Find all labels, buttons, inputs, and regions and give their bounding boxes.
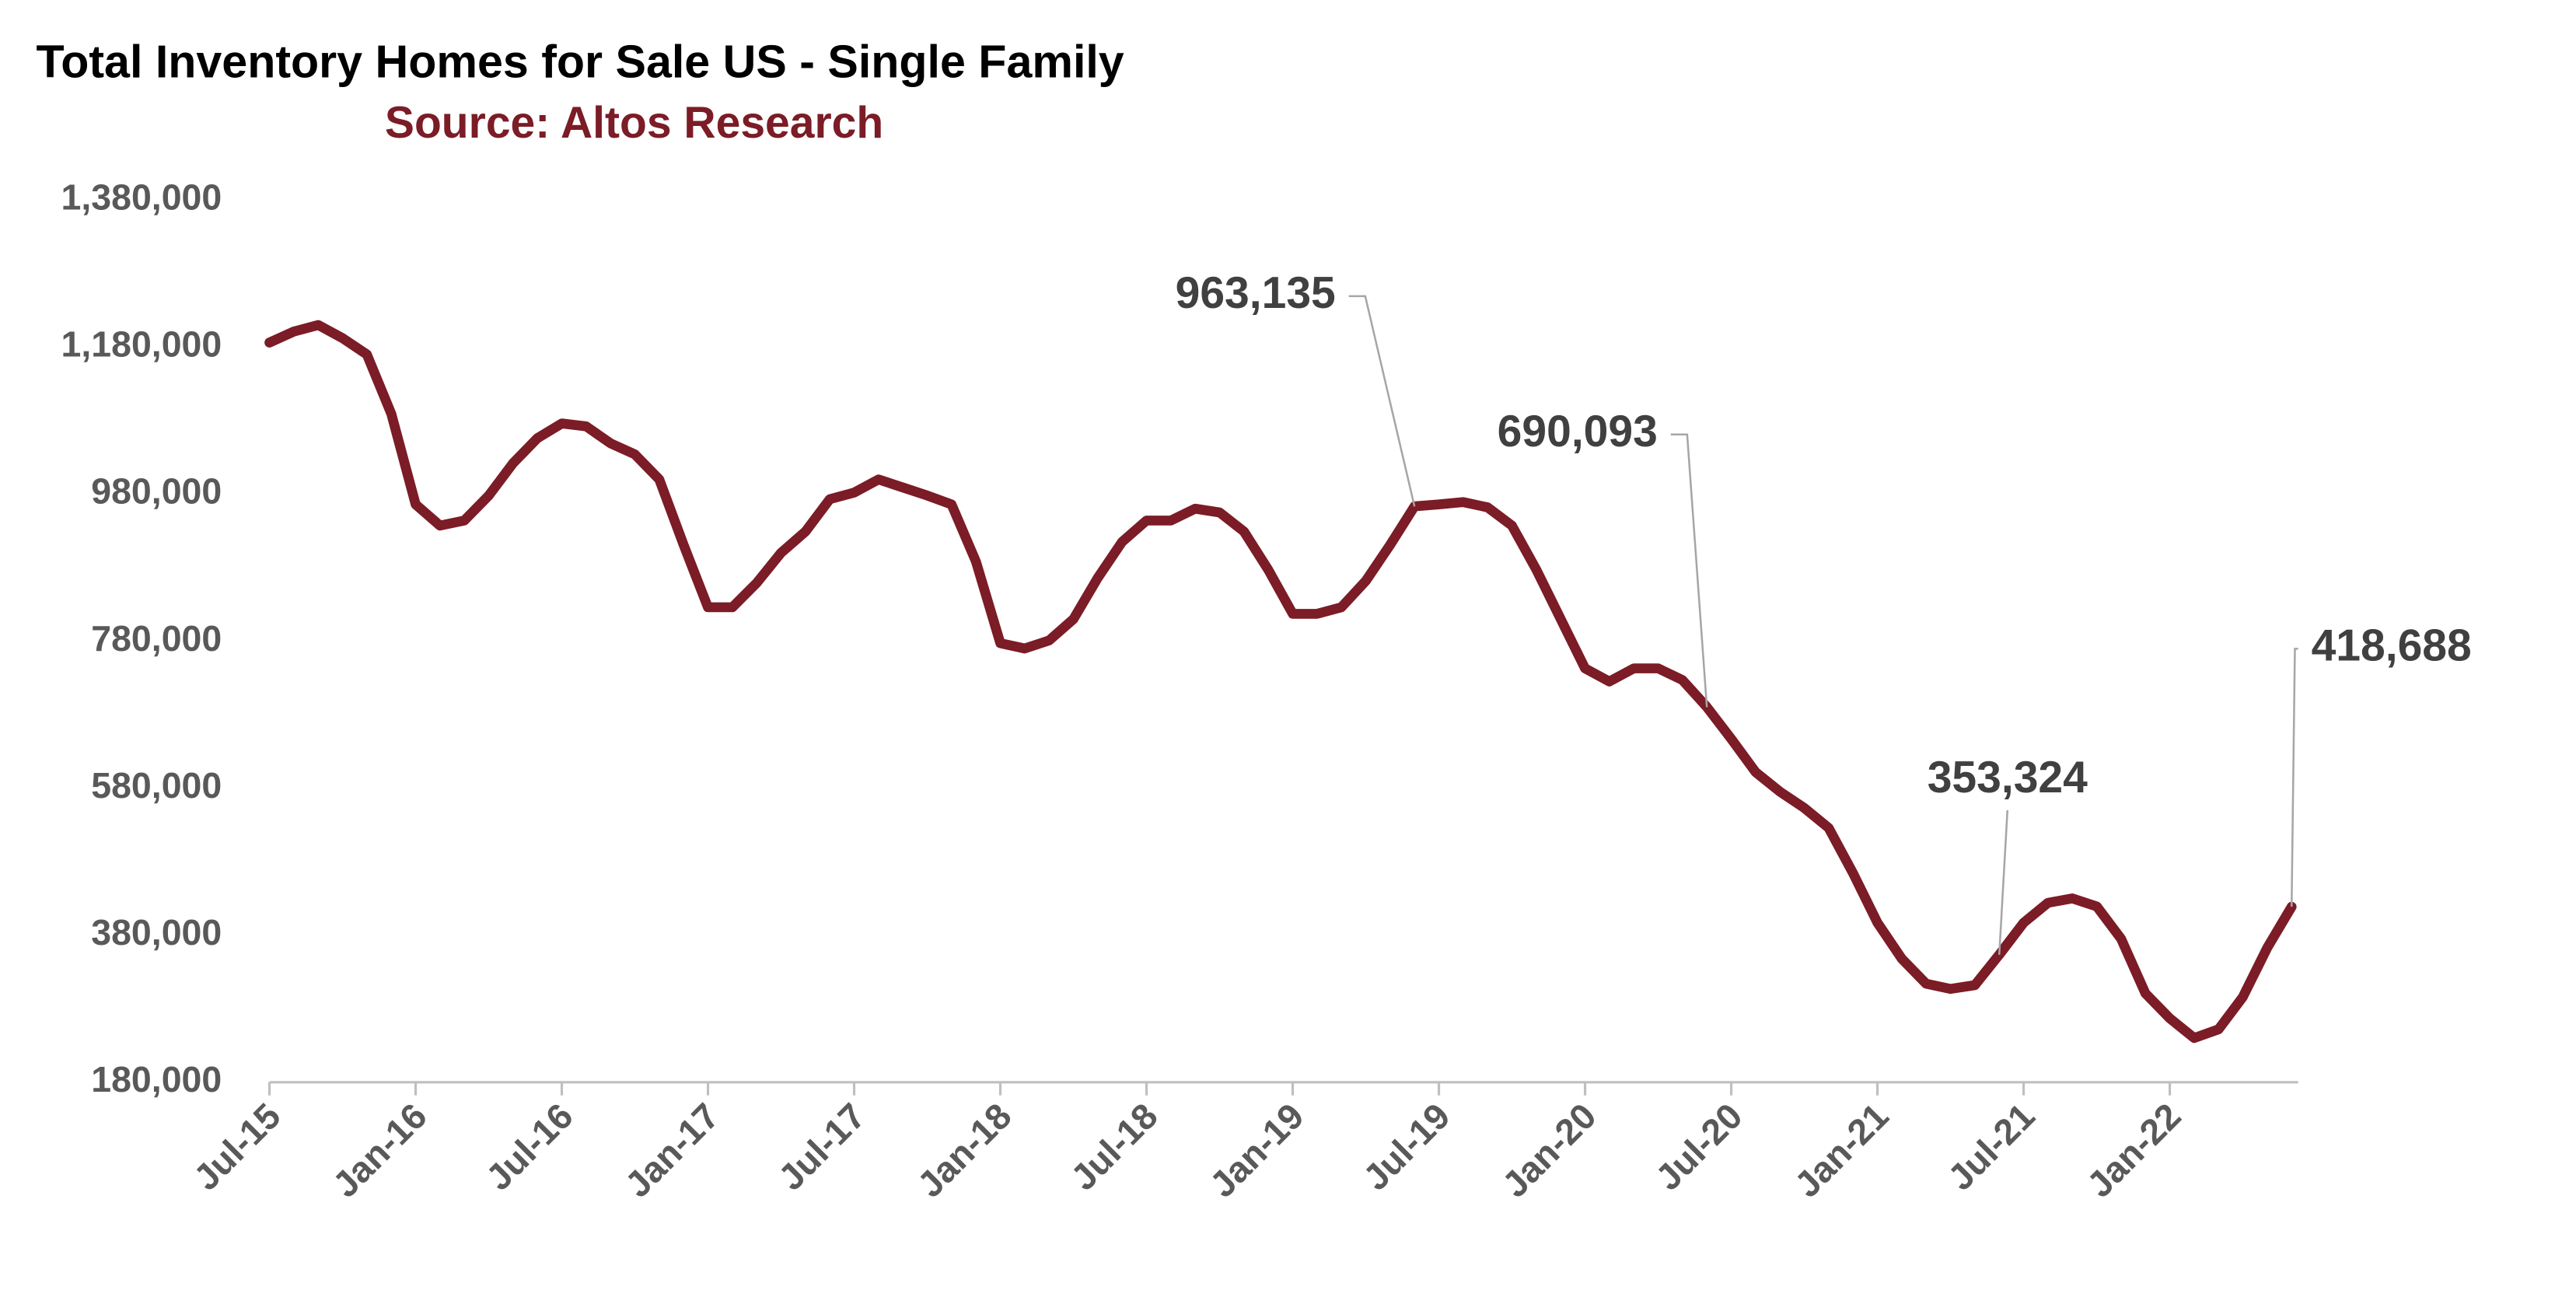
- y-tick-label: 180,000: [91, 1059, 222, 1099]
- x-tick-label: Jul-20: [1648, 1096, 1750, 1198]
- data-label: 418,688: [2312, 621, 2472, 670]
- y-tick-label: 780,000: [91, 618, 222, 659]
- x-tick-label: Jul-19: [1355, 1096, 1458, 1198]
- x-tick-label: Jan-18: [910, 1096, 1019, 1205]
- data-label: 963,135: [1176, 268, 1336, 318]
- x-tick-label: Jul-18: [1063, 1096, 1166, 1198]
- chart-subtitle: Source: Altos Research: [385, 98, 883, 148]
- x-tick-label: Jul-15: [186, 1096, 288, 1198]
- data-line: [264, 320, 2297, 1044]
- leader-line: [1998, 809, 2009, 955]
- x-tick-label: Jan-21: [1787, 1096, 1896, 1205]
- x-tick-label: Jul-17: [771, 1096, 873, 1198]
- x-tick-label: Jul-16: [478, 1096, 581, 1198]
- x-tick-label: Jan-17: [617, 1096, 727, 1205]
- leader-line: [1670, 433, 1708, 708]
- chart-title: Total Inventory Homes for Sale US - Sing…: [36, 36, 1124, 88]
- y-tick-label: 580,000: [91, 765, 222, 806]
- leader-line: [1348, 295, 1416, 507]
- y-tick-label: 1,380,000: [61, 177, 222, 217]
- y-tick-label: 1,180,000: [61, 324, 222, 365]
- leader-line: [2290, 648, 2298, 907]
- x-tick-label: Jan-19: [1202, 1096, 1312, 1205]
- x-tick-label: Jan-20: [1494, 1096, 1604, 1205]
- x-tick-label: Jan-22: [2079, 1096, 2189, 1205]
- y-tick-label: 980,000: [91, 471, 222, 512]
- y-tick-label: 380,000: [91, 912, 222, 953]
- x-tick-label: Jul-21: [1940, 1096, 2043, 1198]
- data-label: 353,324: [1928, 753, 2088, 802]
- x-tick-label: Jan-16: [325, 1096, 435, 1205]
- data-label: 690,093: [1498, 407, 1658, 456]
